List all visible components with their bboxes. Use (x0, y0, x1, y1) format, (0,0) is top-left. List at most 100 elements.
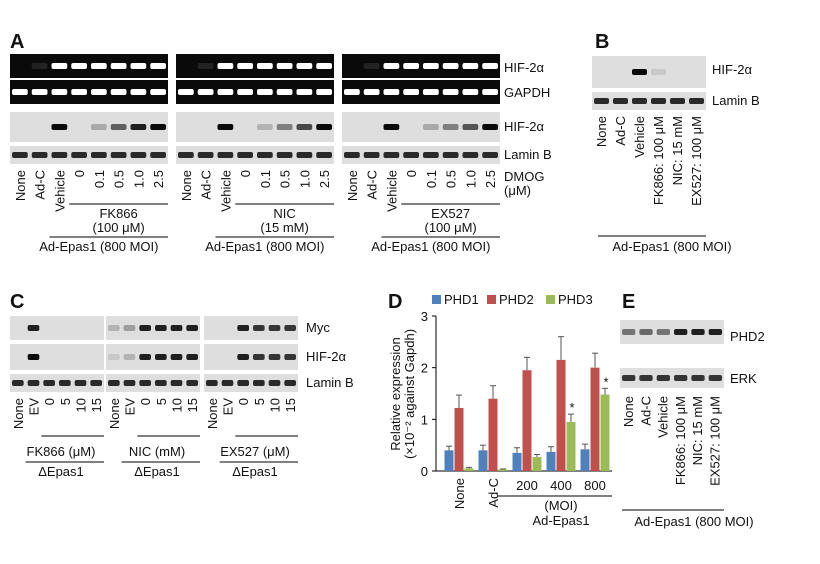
treatment-label: DMOG (504, 169, 544, 184)
vector-label: Ad-Epas1 (800 MOI) (371, 239, 490, 254)
band (59, 380, 71, 386)
band (51, 63, 68, 69)
band (674, 375, 688, 381)
drug-label: EX527 (431, 206, 470, 221)
lane-label: 10 (170, 398, 185, 412)
x-tick-label: 800 (584, 478, 606, 493)
bar (590, 367, 600, 471)
band (51, 152, 68, 158)
band (139, 380, 151, 386)
row-label: Myc (306, 320, 330, 335)
lane-label: None (205, 398, 220, 429)
group-label: NIC (mM) (129, 444, 185, 459)
group-label: EX527 (μM) (220, 444, 290, 459)
lane-label: Vehicle (656, 396, 671, 438)
band (442, 124, 459, 130)
band (383, 63, 400, 69)
band (237, 325, 249, 331)
band (462, 63, 479, 69)
band (253, 380, 265, 386)
bar (532, 457, 542, 471)
band (639, 375, 653, 381)
band (139, 325, 151, 331)
blot (106, 316, 200, 340)
band (632, 69, 647, 75)
blot (204, 344, 298, 370)
band (442, 63, 459, 69)
bar (522, 370, 532, 471)
group-label: FK866 (μM) (27, 444, 96, 459)
band (639, 329, 653, 335)
band (237, 63, 253, 69)
vector-label: Ad-Epas1 (800 MOI) (612, 239, 731, 254)
band (462, 124, 479, 130)
bar (454, 407, 464, 471)
row-label: HIF-2α (306, 349, 347, 364)
lane-label: None (179, 170, 194, 201)
blot (10, 146, 168, 164)
band (31, 152, 48, 158)
band (155, 380, 167, 386)
band (12, 152, 28, 158)
row-label: PHD2 (730, 329, 765, 344)
band (344, 152, 360, 158)
band (91, 63, 107, 69)
band (27, 325, 40, 331)
band (51, 89, 68, 95)
band (284, 325, 296, 331)
row-label: GAPDH (504, 85, 550, 100)
panel-label: A (10, 31, 24, 53)
bar (444, 450, 454, 471)
band (344, 89, 360, 95)
lane-label: FK866: 100 μM (673, 396, 688, 485)
drug-label: FK866 (99, 206, 137, 221)
drug-conc: (15 mM) (260, 220, 308, 235)
band (206, 380, 218, 386)
band (237, 354, 249, 360)
lane-label: None (11, 398, 26, 429)
band (383, 152, 400, 158)
blot (106, 344, 200, 370)
band (708, 329, 722, 335)
bar (556, 359, 566, 471)
blot (620, 320, 724, 344)
band (51, 124, 68, 130)
bar (478, 450, 488, 471)
lane-label: Vehicle (384, 170, 399, 212)
band (284, 380, 296, 386)
panel-label: C (10, 291, 24, 313)
lane-label: Ad-C (365, 170, 380, 200)
bar (600, 394, 610, 471)
band (403, 152, 419, 158)
y-tick-label: 3 (421, 309, 428, 324)
band (316, 152, 332, 158)
lane-label: 10 (74, 398, 89, 412)
band (110, 124, 127, 130)
band (217, 152, 234, 158)
y-axis-label: (×10⁻² against Gapdh) (402, 329, 417, 459)
band (123, 325, 136, 331)
vector-label: Ad-Epas1 (800 MOI) (39, 239, 158, 254)
band (12, 89, 28, 95)
band (139, 354, 151, 360)
row-label: Lamin B (504, 147, 552, 162)
band (186, 354, 198, 360)
band (237, 380, 249, 386)
legend-label: PHD3 (558, 292, 593, 307)
lane-label: 10 (268, 398, 283, 412)
blot (106, 374, 200, 392)
band (108, 354, 120, 360)
lane-label: Ad-C (638, 396, 653, 426)
band (383, 124, 400, 130)
lane-label: None (345, 170, 360, 201)
band (276, 152, 293, 158)
band (268, 380, 281, 386)
row-label: ERK (730, 371, 757, 386)
lane-label: NIC: 15 mM (690, 396, 705, 465)
band (108, 380, 120, 386)
lane-label: 0 (138, 398, 153, 405)
band (363, 89, 380, 95)
lane-label: 1.0 (297, 170, 312, 188)
lane-label: 0.5 (444, 170, 459, 188)
band (130, 152, 147, 158)
